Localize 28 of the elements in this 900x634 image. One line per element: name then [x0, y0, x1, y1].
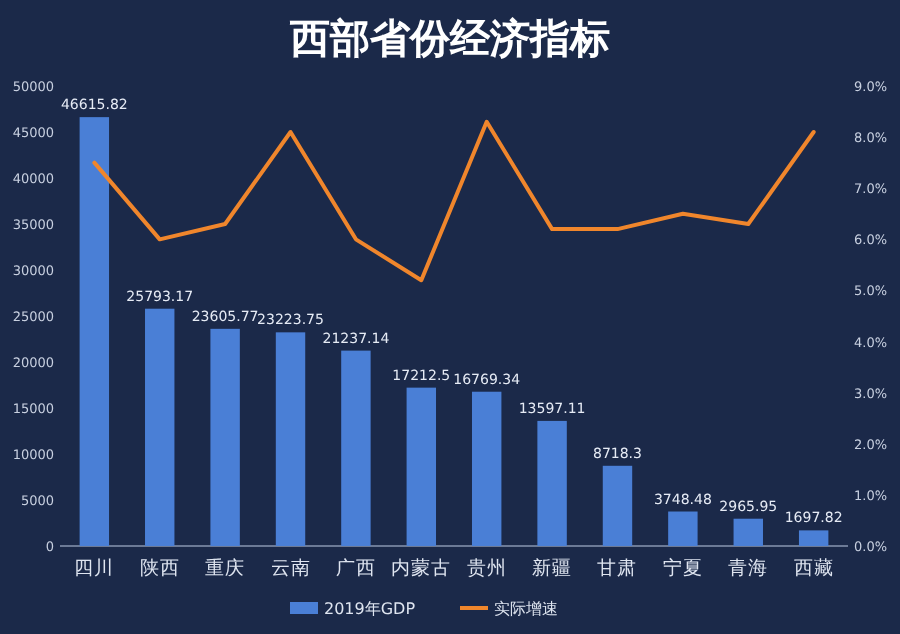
line-series	[92, 119, 816, 283]
bar	[210, 328, 240, 546]
bar	[471, 391, 502, 546]
x-tick-label: 贵州	[466, 556, 507, 580]
legend-label: 实际增速	[494, 600, 558, 618]
x-tick-label: 甘肃	[597, 556, 638, 580]
bar	[79, 117, 110, 546]
x-tick-label: 新疆	[532, 556, 573, 580]
x-tick-label: 四川	[74, 556, 115, 580]
chart-title: 西部省份经济指标	[288, 14, 610, 62]
bar	[733, 518, 763, 546]
x-tick-label: 陕西	[139, 556, 180, 580]
x-tick-label: 云南	[270, 556, 311, 580]
x-tick-label: 宁夏	[662, 556, 703, 580]
legend-label: 2019年GDP	[324, 600, 416, 618]
bar	[537, 420, 567, 546]
bar	[602, 465, 633, 546]
bar	[798, 530, 829, 546]
x-tick-label: 青海	[728, 556, 769, 580]
bar	[341, 350, 371, 546]
x-tick-label: 内蒙古	[391, 556, 452, 580]
bar	[406, 387, 437, 546]
x-tick-label: 西藏	[793, 556, 834, 580]
bar	[668, 511, 698, 546]
x-tick-label: 重庆	[205, 556, 246, 580]
bar	[145, 308, 175, 546]
bar	[275, 332, 306, 546]
x-tick-label: 广西	[335, 556, 376, 580]
